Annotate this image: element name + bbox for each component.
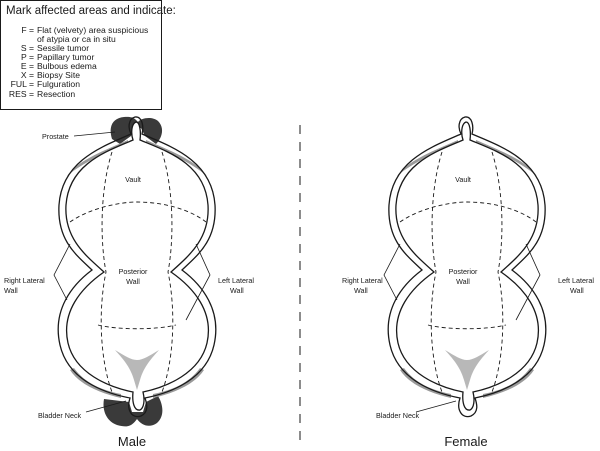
legend-title: Mark affected areas and indicate: [6, 5, 176, 17]
legend-code-ful: FUL = [11, 79, 34, 89]
male-prostate-leader [73, 131, 116, 137]
female-posterior-wall-label-2: Wall [456, 277, 470, 286]
legend-desc-s: Sessile tumor [37, 43, 89, 53]
legend-desc-ful: Fulguration [37, 79, 80, 89]
female-trigone-shape [445, 350, 489, 390]
male-bladder-neck-leader [85, 400, 127, 413]
legend-desc-x: Biopsy Site [37, 70, 80, 80]
male-vault-label: Vault [125, 175, 141, 184]
male-right-lateral-label-1: Right Lateral [4, 276, 45, 285]
male-bladder: Prostate Vault Posterior Wall Right Late… [4, 116, 254, 449]
legend-code-s: S = [21, 43, 34, 53]
female-bladder-neck-leader [415, 400, 457, 413]
legend: Mark affected areas and indicate: F = Fl… [0, 0, 176, 110]
female-bladder-outer-wall [387, 116, 547, 418]
legend-desc-p: Papillary tumor [37, 52, 94, 62]
female-left-lateral-label-1: Left Lateral [558, 276, 594, 285]
male-caption: Male [118, 434, 146, 449]
male-dashed-left-meridian [100, 151, 113, 393]
legend-code-e: E = [21, 61, 34, 71]
legend-code-x: X = [21, 70, 34, 80]
female-dashed-left-meridian [430, 151, 443, 393]
male-dashed-right-meridian [161, 151, 174, 393]
female-dashed-right-meridian [491, 151, 504, 393]
female-dashed-lower-equator [427, 324, 507, 330]
female-bladder-neck-label: Bladder Neck [376, 411, 420, 420]
legend-code-res: RES = [9, 89, 34, 99]
female-vault-label: Vault [455, 175, 471, 184]
male-left-lateral-label-2: Wall [230, 286, 244, 295]
male-left-lateral-label-1: Left Lateral [218, 276, 254, 285]
female-posterior-wall-label-1: Posterior [449, 267, 478, 276]
legend-desc-f-2: of atypia or ca in situ [37, 34, 116, 44]
male-posterior-wall-label-2: Wall [126, 277, 140, 286]
female-caption: Female [444, 434, 487, 449]
male-prostate-bottom-shape [103, 396, 163, 427]
male-bladder-outer-wall [57, 116, 217, 418]
legend-box [0, 0, 162, 110]
legend-desc-res: Resection [37, 89, 75, 99]
legend-code-p: P = [21, 52, 34, 62]
male-prostate-label: Prostate [42, 132, 69, 141]
female-right-lateral-label-1: Right Lateral [342, 276, 383, 285]
male-bladder-neck-label: Bladder Neck [38, 411, 82, 420]
female-bladder: Vault Posterior Wall Right Lateral Wall … [342, 116, 594, 449]
male-posterior-wall-label-1: Posterior [119, 267, 148, 276]
female-right-lateral-label-2: Wall [354, 286, 368, 295]
female-dashed-upper-equator [399, 201, 537, 223]
legend-desc-f-1: Flat (velvety) area suspicious [37, 25, 148, 35]
male-left-lateral-bracket [185, 243, 211, 321]
male-dashed-upper-equator [69, 201, 207, 223]
female-left-lateral-label-2: Wall [570, 286, 584, 295]
male-right-lateral-bracket [53, 243, 71, 301]
legend-desc-e: Bulbous edema [37, 61, 97, 71]
male-dashed-lower-equator [97, 324, 177, 330]
male-trigone-shape [115, 350, 159, 390]
female-bladder-inner-wall [395, 121, 539, 411]
legend-code-f: F = [21, 25, 34, 35]
male-right-lateral-label-2: Wall [4, 286, 18, 295]
female-left-lateral-bracket [515, 243, 541, 321]
male-bladder-inner-wall [65, 121, 209, 411]
female-right-lateral-bracket [383, 243, 401, 301]
